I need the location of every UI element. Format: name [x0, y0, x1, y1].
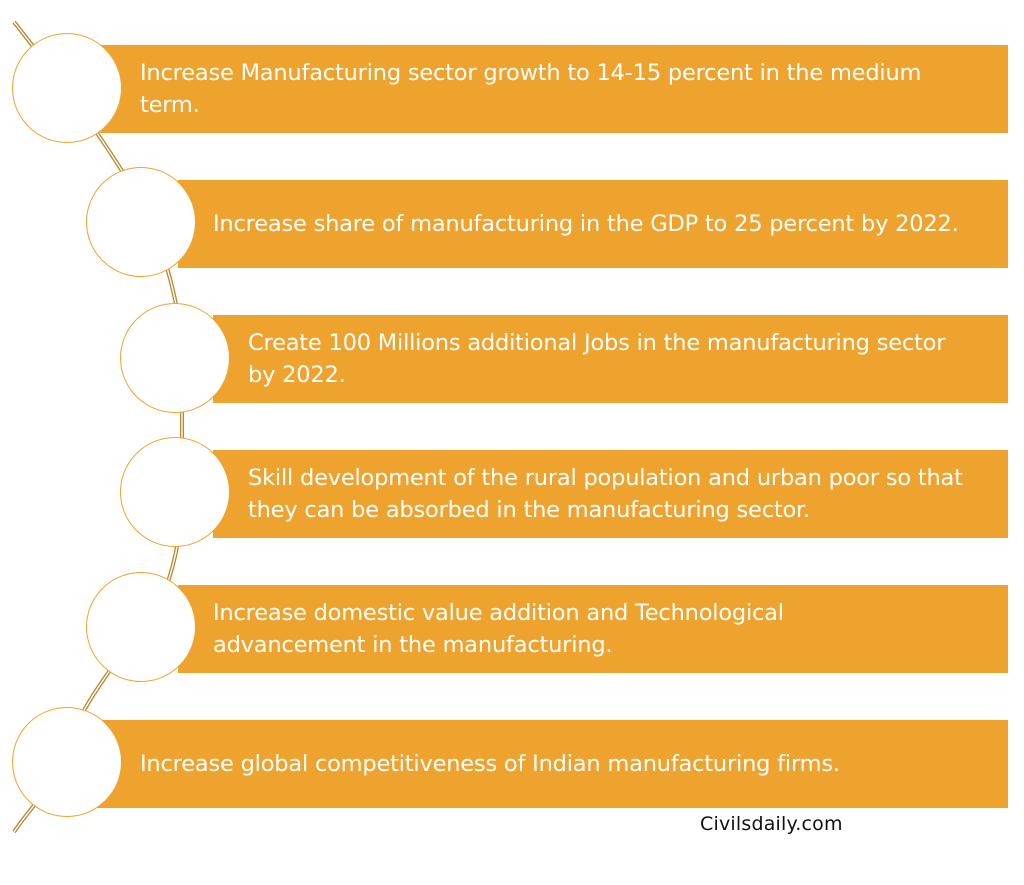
timeline-bar-5: Increase domestic value addition and Tec…	[178, 585, 1008, 673]
timeline-bar-1: Increase Manufacturing sector growth to …	[95, 45, 1008, 133]
timeline-item-text: Skill development of the rural populatio…	[248, 465, 963, 523]
timeline-bar-4: Skill development of the rural populatio…	[213, 450, 1008, 538]
timeline-circle-1	[12, 33, 122, 143]
timeline-bar-3: Create 100 Millions additional Jobs in t…	[213, 315, 1008, 403]
timeline-circle-5	[86, 572, 196, 682]
timeline-item-text: Increase global competitiveness of India…	[140, 751, 840, 777]
timeline-item-text: Increase domestic value addition and Tec…	[213, 600, 784, 658]
timeline-circle-6	[12, 707, 122, 817]
timeline-item-text: Increase share of manufacturing in the G…	[213, 211, 959, 237]
timeline-bar-6: Increase global competitiveness of India…	[95, 720, 1008, 808]
credit-watermark: Civilsdaily.com	[700, 813, 843, 835]
timeline-item-text: Increase Manufacturing sector growth to …	[140, 60, 922, 118]
timeline-item-text: Create 100 Millions additional Jobs in t…	[248, 330, 946, 388]
timeline-circle-3	[120, 303, 230, 413]
timeline-circle-4	[120, 437, 230, 547]
timeline-bar-2: Increase share of manufacturing in the G…	[178, 180, 1008, 268]
timeline-circle-2	[86, 167, 196, 277]
